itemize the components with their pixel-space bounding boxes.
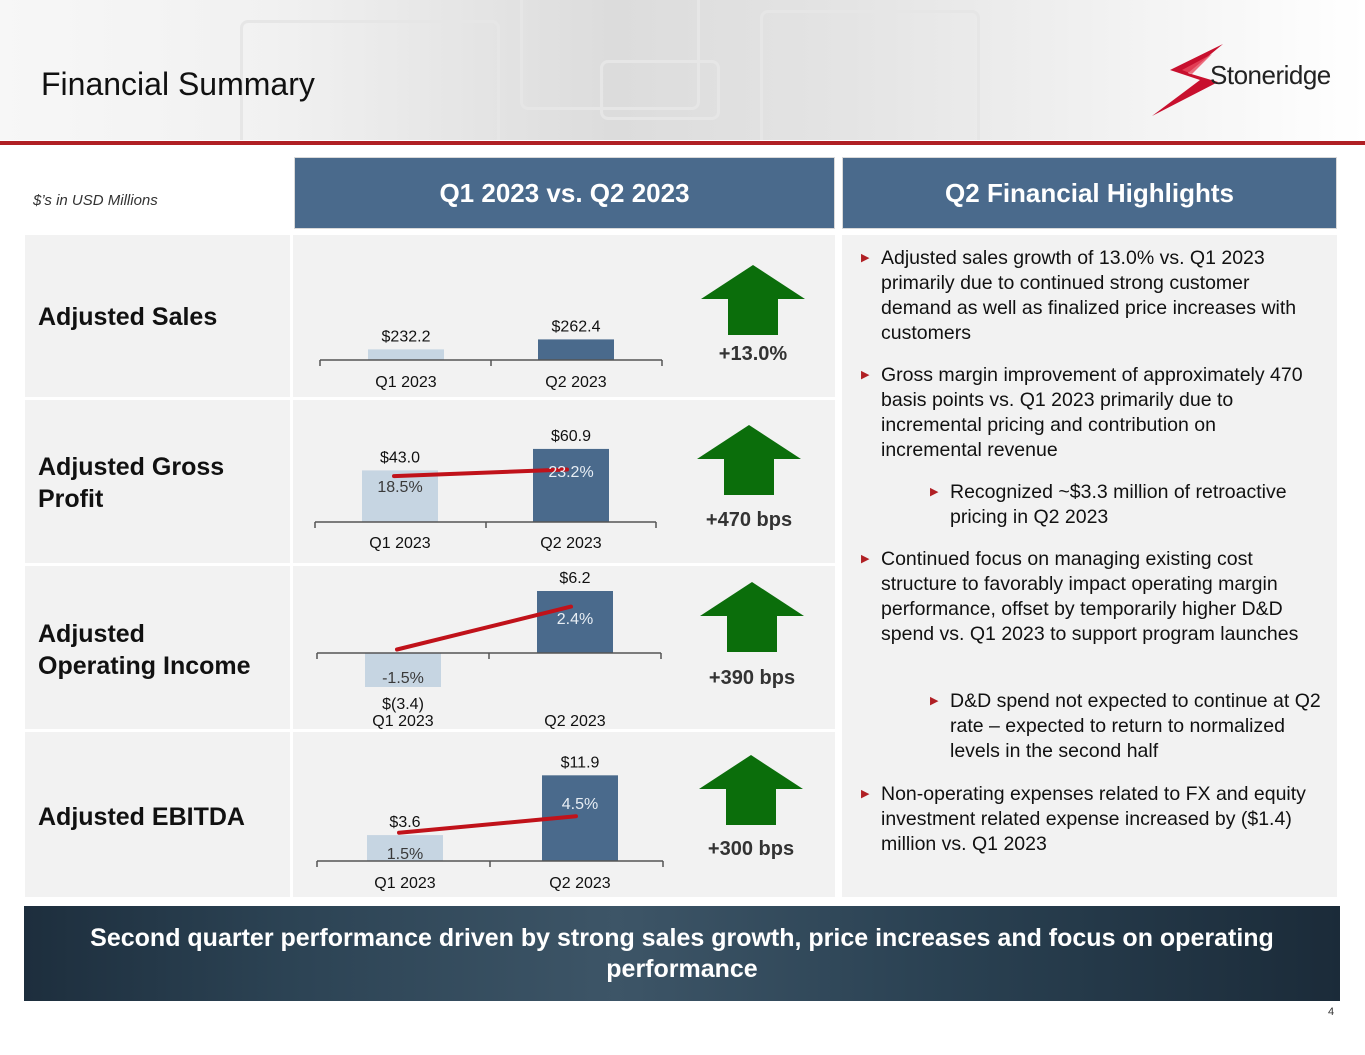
- row-label-line: Profit: [38, 485, 104, 513]
- highlight-text: D&D spend not expected to continue at Q2…: [950, 690, 1321, 762]
- units-note: $’s in USD Millions: [33, 192, 158, 209]
- row-label-cell: [25, 235, 291, 897]
- highlight-sub-bullet: ▶ D&D spend not expected to continue at …: [930, 689, 1325, 764]
- highlight-bullet: ▶ Continued focus on managing existing c…: [861, 547, 1321, 647]
- comparison-header: Q1 2023 vs. Q2 2023: [294, 157, 835, 229]
- highlight-bullet: ▶ Non-operating expenses related to FX a…: [861, 782, 1331, 857]
- row-label-gross-profit: Adjusted Gross Profit: [38, 451, 224, 515]
- highlight-bullet: ▶ Gross margin improvement of approximat…: [861, 363, 1321, 463]
- logo-text: Stoneridge: [1210, 60, 1331, 90]
- highlights-panel: [842, 235, 1337, 897]
- highlights-header: Q2 Financial Highlights: [842, 157, 1337, 229]
- row-label-line: Adjusted Gross: [38, 453, 225, 481]
- bullet-arrow-icon: ▶: [861, 553, 870, 565]
- page-number: 4: [1328, 1006, 1335, 1018]
- stoneridge-logo-icon: [1152, 44, 1223, 116]
- bullet-arrow-icon: ▶: [861, 369, 870, 381]
- highlight-bullet: ▶ Adjusted sales growth of 13.0% vs. Q1 …: [861, 246, 1321, 346]
- column-divider: [290, 235, 293, 897]
- row-label-line: Adjusted: [38, 620, 145, 648]
- highlight-text: Non-operating expenses related to FX and…: [881, 783, 1306, 855]
- row-label-line: Operating Income: [38, 652, 251, 680]
- row-divider: [25, 563, 835, 566]
- row-label-ebitda: Adjusted EBITDA: [38, 803, 245, 831]
- summary-banner: Second quarter performance driven by str…: [24, 906, 1340, 1001]
- page-title: Financial Summary: [41, 66, 315, 102]
- highlight-text: Adjusted sales growth of 13.0% vs. Q1 20…: [881, 247, 1297, 344]
- highlight-text: Continued focus on managing existing cos…: [881, 548, 1299, 645]
- highlight-text: Gross margin improvement of approximatel…: [881, 364, 1303, 461]
- row-divider: [25, 397, 835, 400]
- header-divider: [0, 141, 1365, 145]
- row-chart-cell: [293, 235, 835, 897]
- bullet-arrow-icon: ▶: [930, 695, 939, 707]
- highlight-sub-bullet: ▶ Recognized ~$3.3 million of retroactiv…: [930, 480, 1325, 530]
- highlight-text: Recognized ~$3.3 million of retroactive …: [950, 481, 1287, 528]
- bullet-arrow-icon: ▶: [861, 252, 870, 264]
- header-background: [0, 0, 1365, 140]
- bullet-arrow-icon: ▶: [861, 788, 870, 800]
- row-label-sales: Adjusted Sales: [38, 303, 218, 331]
- row-label-operating-income: Adjusted Operating Income: [38, 618, 251, 682]
- row-divider: [25, 729, 835, 732]
- bullet-arrow-icon: ▶: [930, 486, 939, 498]
